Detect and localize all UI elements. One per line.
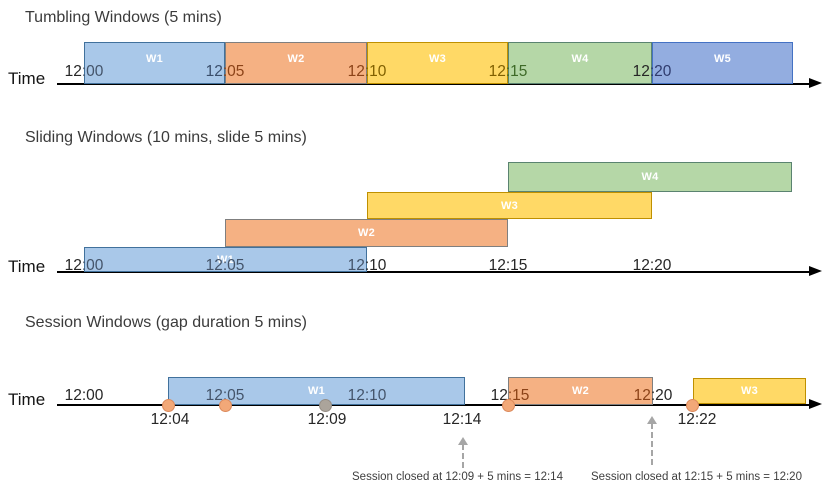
axis-tick-label: 12:00 <box>65 63 104 81</box>
window-bar-sliding-w1: W1 <box>84 247 367 272</box>
axis-tick-label: 12:05 <box>206 63 245 81</box>
dashed-up-arrowhead-icon <box>647 416 657 424</box>
tick-text: 12 <box>64 63 82 80</box>
tick-text: 12:00 <box>64 387 104 404</box>
window-label-w4: W4 <box>641 171 659 183</box>
tick-text: :15 <box>507 387 530 404</box>
time-axis-label-session: Time <box>8 390 46 409</box>
window-label-w1: W1 <box>307 385 326 397</box>
event-dot-icon <box>501 398 515 412</box>
dashed-arrow-line <box>651 423 653 465</box>
window-label-w1: W1 <box>216 253 235 266</box>
window-bar-session-w1: W1 <box>168 377 465 405</box>
time-axis-label-sliding: Time <box>8 257 46 276</box>
axis-tick-label: 12:10 <box>348 63 387 81</box>
tick-text: 12 <box>633 387 651 404</box>
axis-tick-label: 12:15 <box>489 257 528 275</box>
event-time-label: 12:14 <box>442 411 482 428</box>
time-axis-sliding <box>57 271 810 273</box>
dashed-up-arrowhead-icon <box>458 437 468 445</box>
time-axis-arrowhead-icon <box>809 398 822 409</box>
axis-tick-label: 12:20 <box>634 387 673 405</box>
axis-tick-label: 12:00 <box>65 387 104 405</box>
tick-text: :15 <box>505 63 528 80</box>
tick-text: :10 <box>364 63 387 80</box>
time-axis-session <box>57 404 810 406</box>
window-label-w2: W2 <box>357 227 376 239</box>
tumbling-windows-title: Tumbling Windows (5 mins) <box>25 9 222 26</box>
window-label-w2: W2 <box>571 385 590 397</box>
tick-text: :00 <box>81 63 104 80</box>
window-bar-session-w2: W2 <box>508 377 653 405</box>
session-closed-annotation: Session closed at 12:09 + 5 mins = 12:14 <box>352 471 563 483</box>
tick-text: :05 <box>222 63 245 80</box>
window-label-w3: W3 <box>740 385 759 397</box>
axis-tick-label: 12:05 <box>206 387 245 405</box>
window-bar-tumbling-w2: W2 <box>225 42 367 84</box>
window-label-w1: W1 <box>145 53 164 65</box>
window-bar-sliding-w4: W4 <box>508 162 792 192</box>
axis-tick-label: 12:20 <box>633 63 672 81</box>
tick-text: :20 <box>650 387 673 404</box>
tick-text: 12:05 <box>205 257 245 274</box>
window-bar-session-w3: W3 <box>693 378 806 404</box>
tick-text: 12 <box>632 63 650 80</box>
axis-tick-label: 12:05 <box>206 257 245 275</box>
window-bar-sliding-w2: W2 <box>225 219 508 247</box>
window-label-w3: W3 <box>500 199 519 212</box>
event-time-label: 12:22 <box>677 411 717 428</box>
axis-tick-label: 12:10 <box>348 387 387 405</box>
tick-text: 12 <box>205 63 223 80</box>
tick-text: 12 <box>64 257 82 274</box>
time-axis-arrowhead-icon <box>809 77 822 88</box>
time-axis-tumbling <box>57 83 810 85</box>
axis-tick-label: 12:20 <box>633 257 672 275</box>
window-bar-tumbling-w3: W3 <box>367 42 508 84</box>
event-time-label: 12:09 <box>307 411 347 428</box>
axis-tick-label: 12:15 <box>489 63 528 81</box>
session-closed-annotation: Session closed at 12:15 + 5 mins = 12:20 <box>591 471 802 483</box>
sliding-windows-title: Sliding Windows (10 mins, slide 5 mins) <box>25 129 307 146</box>
axis-tick-label: 12:00 <box>65 257 104 275</box>
tick-text: 12:10 <box>347 387 387 404</box>
event-dot-icon <box>218 398 232 412</box>
window-label-w3: W3 <box>428 53 447 65</box>
window-bar-tumbling-w5: W5 <box>652 42 793 84</box>
tick-text: 12 <box>488 63 506 80</box>
event-time-label: 12:04 <box>150 411 190 428</box>
tick-text: 12:15 <box>488 257 528 274</box>
tick-text: :00 <box>81 257 104 274</box>
window-label-w4: W4 <box>571 53 589 65</box>
axis-tick-label: 12:10 <box>348 257 387 275</box>
closed-dot-icon <box>318 398 332 412</box>
window-bar-sliding-w3: W3 <box>367 192 652 219</box>
event-dot-icon <box>685 398 699 412</box>
window-label-w2: W2 <box>287 53 305 65</box>
window-bar-tumbling-w1: W1 <box>84 42 225 84</box>
tick-text: 12 <box>347 257 365 274</box>
dashed-arrow-line <box>462 444 464 468</box>
tick-text: 12:05 <box>205 387 245 404</box>
event-dot-icon <box>161 398 175 412</box>
tick-text: 12:20 <box>632 257 672 274</box>
time-axis-arrowhead-icon <box>809 265 822 276</box>
session-windows-title: Session Windows (gap duration 5 mins) <box>25 314 307 331</box>
window-label-w5: W5 <box>713 53 732 65</box>
window-bar-tumbling-w4: W4 <box>508 42 652 84</box>
tick-text: :20 <box>649 63 672 80</box>
time-axis-label-tumbling: Time <box>8 69 46 88</box>
tick-text: :10 <box>364 257 387 274</box>
tick-text: 12 <box>347 63 365 80</box>
